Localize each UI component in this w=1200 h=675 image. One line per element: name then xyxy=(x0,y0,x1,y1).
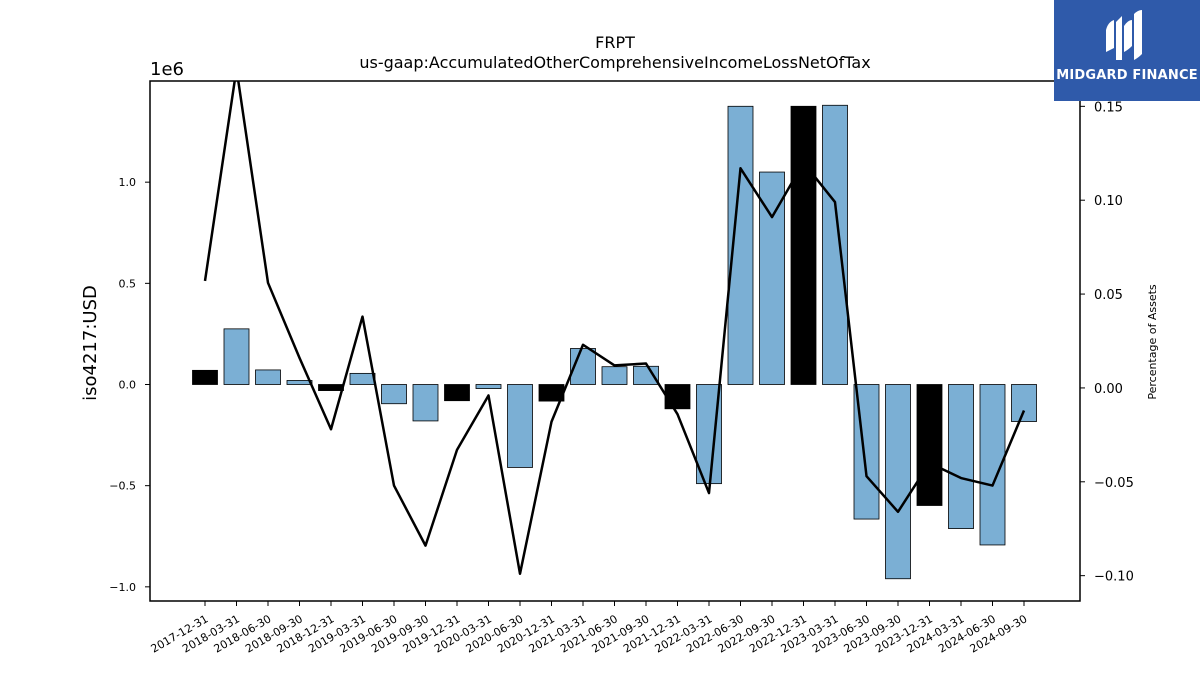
percentage-line xyxy=(203,81,1026,576)
y2-axis-label: Percentage of Assets xyxy=(1146,284,1159,400)
plot-frame xyxy=(149,80,1081,602)
x-axis-ticks: 2017-12-312018-03-312018-06-302018-09-30… xyxy=(149,601,1030,656)
bar xyxy=(664,384,691,410)
bar xyxy=(822,104,848,385)
bar xyxy=(349,372,376,385)
right-tick-label: 0.15 xyxy=(1094,100,1123,115)
bar xyxy=(255,369,281,385)
right-tick-label: 0.10 xyxy=(1094,194,1123,209)
bar xyxy=(790,105,817,385)
bar xyxy=(381,384,407,405)
left-tick-label: 0.0 xyxy=(119,379,137,392)
bar xyxy=(318,384,344,391)
bar xyxy=(853,384,880,520)
bar xyxy=(192,369,218,385)
bar xyxy=(601,366,628,385)
left-axis-ticks: −1.0 −0.5 0.0 0.5 1.0 xyxy=(109,176,150,594)
bar xyxy=(885,384,911,580)
chart-title: FRPT xyxy=(595,33,635,52)
left-tick-label: 1.0 xyxy=(119,176,137,189)
bar xyxy=(759,171,785,385)
y-scale-note: 1e6 xyxy=(150,59,184,80)
bar xyxy=(475,384,502,389)
bar xyxy=(727,105,754,385)
right-tick-label: −0.05 xyxy=(1094,476,1134,491)
brand-name: MIDGARD FINANCE xyxy=(1056,68,1198,83)
bar xyxy=(444,384,470,402)
bar xyxy=(1011,384,1037,422)
bar xyxy=(507,384,533,468)
left-tick-label: −1.0 xyxy=(109,581,136,594)
brand-logo: MIDGARD FINANCE xyxy=(1054,0,1200,101)
bar xyxy=(948,384,974,529)
bar xyxy=(916,384,943,506)
bar xyxy=(286,380,313,385)
right-tick-label: −0.10 xyxy=(1094,570,1134,585)
right-tick-label: 0.05 xyxy=(1094,288,1123,303)
y-axis-label: iso4217:USD xyxy=(80,285,101,401)
bars-layer xyxy=(192,104,1037,580)
left-tick-label: 0.5 xyxy=(119,277,137,290)
line-layer xyxy=(203,81,1026,576)
chart-subtitle: us-gaap:AccumulatedOtherComprehensiveInc… xyxy=(359,53,870,72)
midgard-logo-icon xyxy=(1106,10,1142,60)
right-tick-label: 0.00 xyxy=(1094,382,1123,397)
bar xyxy=(223,328,250,385)
bar xyxy=(633,365,659,385)
left-tick-label: −0.5 xyxy=(109,480,136,493)
right-axis-ticks: −0.10 −0.05 0.00 0.05 0.10 0.15 xyxy=(1080,100,1134,585)
bar xyxy=(412,384,439,422)
